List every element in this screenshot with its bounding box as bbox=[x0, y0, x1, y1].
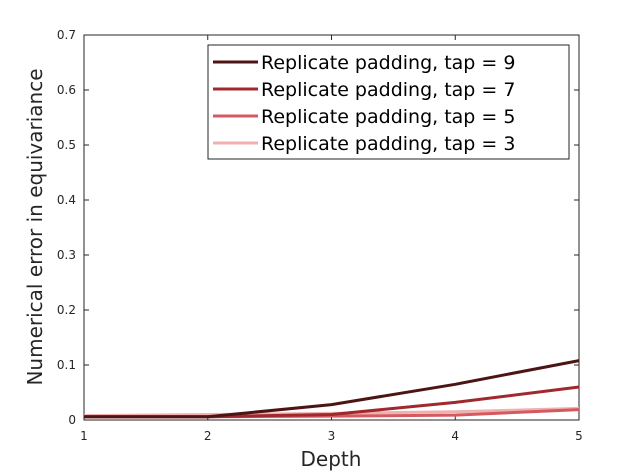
x-axis-title: Depth bbox=[301, 447, 362, 471]
x-tick-label: 5 bbox=[575, 429, 583, 443]
legend-label: Replicate padding, tap = 7 bbox=[261, 79, 515, 101]
y-tick-label: 0.6 bbox=[57, 83, 76, 97]
legend-label: Replicate padding, tap = 5 bbox=[261, 106, 515, 128]
legend-box bbox=[207, 44, 570, 160]
y-tick-label: 0.3 bbox=[57, 248, 76, 262]
legend: Replicate padding, tap = 9 Replicate padd… bbox=[207, 44, 570, 160]
y-tick-label: 0.7 bbox=[57, 28, 76, 42]
y-tick-label: 0.4 bbox=[57, 193, 76, 207]
y-tick-label: 0 bbox=[68, 413, 76, 427]
axis-ticks: 1 2 3 4 5 0 0.1 0.2 0.3 0.4 0.5 0.6 0.7 bbox=[57, 28, 583, 443]
legend-label: Replicate padding, tap = 3 bbox=[261, 133, 515, 155]
x-tick-label: 4 bbox=[451, 429, 459, 443]
y-axis-title: Numerical error in equivariance bbox=[23, 68, 47, 385]
x-tick-label: 3 bbox=[328, 429, 336, 443]
y-tick-label: 0.5 bbox=[57, 138, 76, 152]
y-tick-label: 0.1 bbox=[57, 358, 76, 372]
x-tick-label: 2 bbox=[204, 429, 212, 443]
legend-label: Replicate padding, tap = 9 bbox=[261, 52, 515, 74]
series-line-tap-9 bbox=[84, 359, 580, 419]
series-lines bbox=[83, 359, 580, 419]
x-tick-label: 1 bbox=[80, 429, 88, 443]
y-tick-label: 0.2 bbox=[57, 303, 76, 317]
